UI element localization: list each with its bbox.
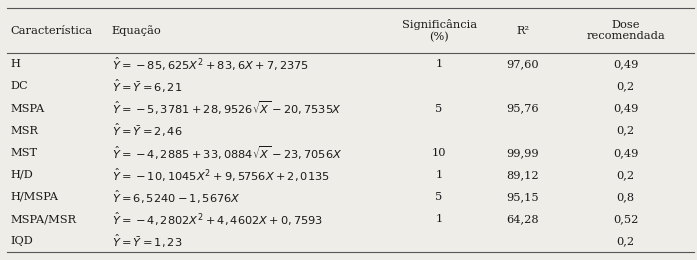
Text: 5: 5 bbox=[436, 192, 443, 202]
Text: $\hat{Y} = -85,625X^2 + 83,6X + 7,2375$: $\hat{Y} = -85,625X^2 + 83,6X + 7,2375$ bbox=[112, 56, 309, 73]
Text: $\hat{Y} = \bar{Y} = 2,46$: $\hat{Y} = \bar{Y} = 2,46$ bbox=[112, 122, 182, 139]
Text: IQD: IQD bbox=[10, 236, 33, 246]
Text: H/MSPA: H/MSPA bbox=[10, 192, 59, 202]
Text: H: H bbox=[10, 59, 20, 69]
Text: 95,15: 95,15 bbox=[507, 192, 539, 202]
Text: 95,76: 95,76 bbox=[507, 103, 539, 114]
Text: $\hat{Y} = -4,2885 + 33,0884\sqrt{X} - 23,7056X$: $\hat{Y} = -4,2885 + 33,0884\sqrt{X} - 2… bbox=[112, 144, 342, 162]
Text: $\hat{Y} = -4,2802X^2 + 4,4602X + 0,7593$: $\hat{Y} = -4,2802X^2 + 4,4602X + 0,7593… bbox=[112, 210, 323, 228]
Text: 1: 1 bbox=[436, 170, 443, 180]
Text: 1: 1 bbox=[436, 214, 443, 224]
Text: $\hat{Y} = \bar{Y} = 1,23$: $\hat{Y} = \bar{Y} = 1,23$ bbox=[112, 232, 182, 250]
Text: 10: 10 bbox=[432, 148, 446, 158]
Text: Significância
(%): Significância (%) bbox=[401, 19, 477, 42]
Text: MST: MST bbox=[10, 148, 38, 158]
Text: 0,2: 0,2 bbox=[616, 126, 635, 136]
Text: 0,52: 0,52 bbox=[613, 214, 638, 224]
Text: R²: R² bbox=[516, 25, 529, 36]
Text: 1: 1 bbox=[436, 59, 443, 69]
Text: MSPA: MSPA bbox=[10, 103, 45, 114]
Text: MSR: MSR bbox=[10, 126, 38, 136]
Text: $\hat{Y} = -5,3781 + 28,9526\sqrt{X} - 20,7535X$: $\hat{Y} = -5,3781 + 28,9526\sqrt{X} - 2… bbox=[112, 100, 342, 118]
Text: Dose
recomendada: Dose recomendada bbox=[586, 20, 665, 41]
Text: 5: 5 bbox=[436, 103, 443, 114]
Text: 64,28: 64,28 bbox=[507, 214, 539, 224]
Text: DC: DC bbox=[10, 81, 28, 92]
Text: $\hat{Y} = -10,1045X^2 + 9,5756X + 2,0135$: $\hat{Y} = -10,1045X^2 + 9,5756X + 2,013… bbox=[112, 166, 330, 184]
Text: 0,2: 0,2 bbox=[616, 81, 635, 92]
Text: 0,2: 0,2 bbox=[616, 170, 635, 180]
Text: 99,99: 99,99 bbox=[507, 148, 539, 158]
Text: $\hat{Y} = \bar{Y} = 6,21$: $\hat{Y} = \bar{Y} = 6,21$ bbox=[112, 78, 182, 95]
Text: 0,49: 0,49 bbox=[613, 103, 638, 114]
Text: 0,49: 0,49 bbox=[613, 148, 638, 158]
Text: MSPA/MSR: MSPA/MSR bbox=[10, 214, 77, 224]
Text: 0,49: 0,49 bbox=[613, 59, 638, 69]
Text: H/D: H/D bbox=[10, 170, 33, 180]
Text: 89,12: 89,12 bbox=[507, 170, 539, 180]
Text: 0,8: 0,8 bbox=[616, 192, 635, 202]
Text: 0,2: 0,2 bbox=[616, 236, 635, 246]
Text: Equação: Equação bbox=[112, 25, 161, 36]
Text: Característica: Característica bbox=[10, 25, 93, 36]
Text: $\hat{Y} = 6,5240 - 1,5676X$: $\hat{Y} = 6,5240 - 1,5676X$ bbox=[112, 188, 240, 206]
Text: 97,60: 97,60 bbox=[507, 59, 539, 69]
